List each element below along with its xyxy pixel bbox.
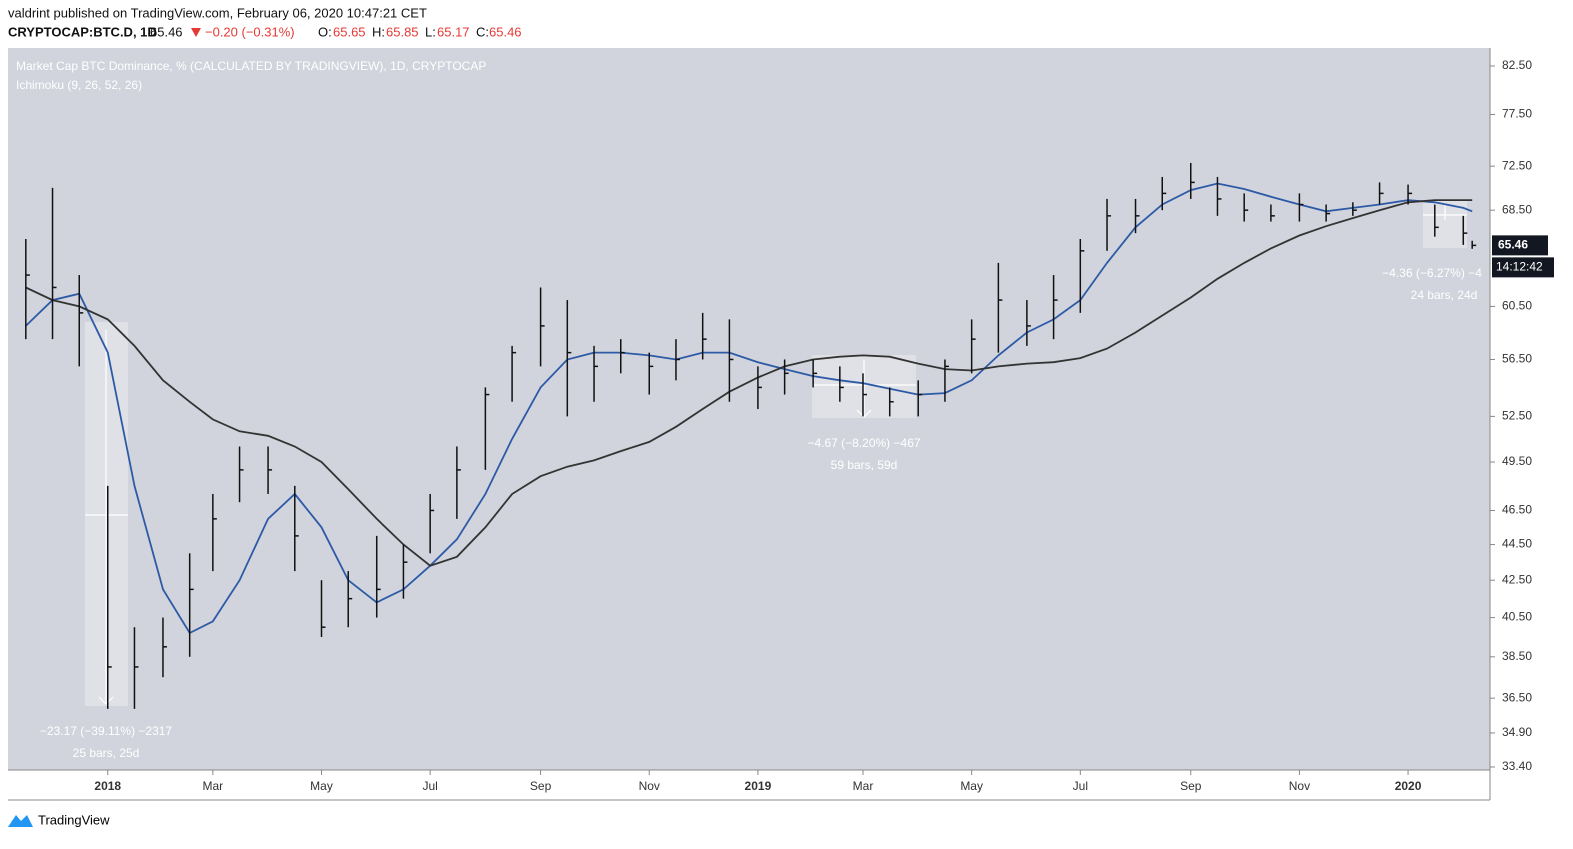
chart-subtitle: Ichimoku (9, 26, 52, 26) bbox=[16, 78, 142, 92]
arrow bbox=[85, 330, 128, 705]
y-tick-label: 40.50 bbox=[1502, 610, 1532, 624]
symbol: CRYPTOCAP:BTC.D, 1D bbox=[8, 24, 157, 39]
last: 65.46 bbox=[150, 24, 183, 39]
x-tick-label: 2018 bbox=[94, 779, 121, 793]
measure-change: −23.17 (−39.11%) −2317 bbox=[40, 724, 173, 738]
y-tick-label: 68.50 bbox=[1502, 202, 1532, 216]
y-tick-label: 77.50 bbox=[1502, 107, 1532, 121]
brand: TradingView bbox=[38, 812, 110, 827]
price-label: 65.46 bbox=[1498, 238, 1528, 252]
x-tick-label: 2019 bbox=[745, 779, 772, 793]
down-arrow bbox=[191, 28, 201, 37]
measure-change: −4.67 (−8.20%) −467 bbox=[807, 436, 920, 450]
y-tick-label: 46.50 bbox=[1502, 503, 1532, 517]
chart-title: Market Cap BTC Dominance, % (CALCULATED … bbox=[16, 59, 486, 73]
y-tick-label: 72.50 bbox=[1502, 158, 1532, 172]
header-line: valdrint published on TradingView.com, F… bbox=[8, 5, 427, 20]
x-tick-label: Sep bbox=[530, 779, 552, 793]
c-label: C: bbox=[476, 24, 489, 39]
x-tick-label: 2020 bbox=[1395, 779, 1422, 793]
change: −0.20 (−0.31%) bbox=[205, 24, 295, 39]
measure-span: 59 bars, 59d bbox=[831, 458, 898, 472]
h: 65.85 bbox=[386, 24, 419, 39]
y-tick-label: 56.50 bbox=[1502, 352, 1532, 366]
y-tick-label: 60.50 bbox=[1502, 299, 1532, 313]
x-tick-label: Jul bbox=[1073, 779, 1088, 793]
measure-span: 25 bars, 25d bbox=[73, 746, 140, 760]
x-tick-label: May bbox=[310, 779, 333, 793]
y-tick-label: 33.40 bbox=[1502, 759, 1532, 773]
y-tick-label: 34.90 bbox=[1502, 725, 1532, 739]
y-tick-label: 42.50 bbox=[1502, 572, 1532, 586]
price-tag bbox=[1492, 235, 1548, 256]
measure-change: −4.36 (−6.27%) −4 bbox=[1382, 266, 1482, 280]
l: 65.17 bbox=[437, 24, 470, 39]
x-tick-label: Jul bbox=[422, 779, 437, 793]
x-tick-label: Mar bbox=[203, 779, 224, 793]
moving-average bbox=[25, 182, 1473, 635]
plot-bg bbox=[8, 48, 1490, 770]
countdown: 14:12:42 bbox=[1496, 260, 1543, 274]
y-tick-label: 38.50 bbox=[1502, 649, 1532, 663]
c: 65.46 bbox=[489, 24, 522, 39]
y-tick-label: 44.50 bbox=[1502, 537, 1532, 551]
countdown-tag bbox=[1492, 257, 1554, 278]
arrow bbox=[812, 360, 916, 418]
y-tick-label: 82.50 bbox=[1502, 58, 1532, 72]
x-tick-label: Sep bbox=[1180, 779, 1202, 793]
o: 65.65 bbox=[333, 24, 366, 39]
arrow bbox=[1423, 205, 1467, 220]
o-label: O: bbox=[318, 24, 332, 39]
x-tick-label: Mar bbox=[853, 779, 874, 793]
l-label: L: bbox=[425, 24, 436, 39]
y-tick-label: 52.50 bbox=[1502, 409, 1532, 423]
y-tick-label: 49.50 bbox=[1502, 454, 1532, 468]
h-label: H: bbox=[372, 24, 385, 39]
measure-arrows bbox=[85, 205, 1467, 705]
x-tick-label: May bbox=[960, 779, 983, 793]
measure-span: 24 bars, 24d bbox=[1411, 288, 1478, 302]
brand-logo bbox=[8, 815, 33, 827]
x-tick-label: Nov bbox=[1289, 779, 1310, 793]
y-tick-label: 36.50 bbox=[1502, 690, 1532, 704]
x-tick-label: Nov bbox=[639, 779, 660, 793]
